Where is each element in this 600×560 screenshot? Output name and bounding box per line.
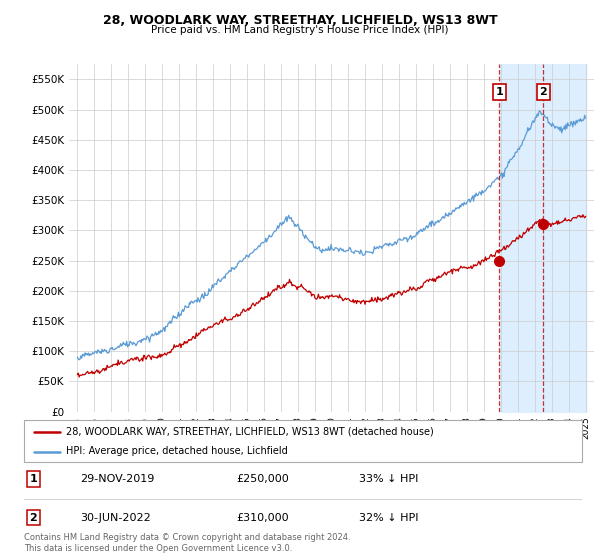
Text: 29-NOV-2019: 29-NOV-2019 (80, 474, 154, 484)
Text: 2: 2 (29, 512, 37, 522)
Text: 28, WOODLARK WAY, STREETHAY, LICHFIELD, WS13 8WT (detached house): 28, WOODLARK WAY, STREETHAY, LICHFIELD, … (66, 427, 434, 437)
Text: 1: 1 (29, 474, 37, 484)
Text: £250,000: £250,000 (236, 474, 289, 484)
Text: 33% ↓ HPI: 33% ↓ HPI (359, 474, 418, 484)
Text: 30-JUN-2022: 30-JUN-2022 (80, 512, 151, 522)
Text: HPI: Average price, detached house, Lichfield: HPI: Average price, detached house, Lich… (66, 446, 287, 456)
Text: Contains HM Land Registry data © Crown copyright and database right 2024.
This d: Contains HM Land Registry data © Crown c… (24, 533, 350, 553)
Text: 32% ↓ HPI: 32% ↓ HPI (359, 512, 418, 522)
Text: 1: 1 (496, 87, 503, 97)
Text: Price paid vs. HM Land Registry's House Price Index (HPI): Price paid vs. HM Land Registry's House … (151, 25, 449, 35)
Text: £310,000: £310,000 (236, 512, 289, 522)
FancyBboxPatch shape (24, 420, 582, 462)
Text: 28, WOODLARK WAY, STREETHAY, LICHFIELD, WS13 8WT: 28, WOODLARK WAY, STREETHAY, LICHFIELD, … (103, 14, 497, 27)
Text: 2: 2 (539, 87, 547, 97)
